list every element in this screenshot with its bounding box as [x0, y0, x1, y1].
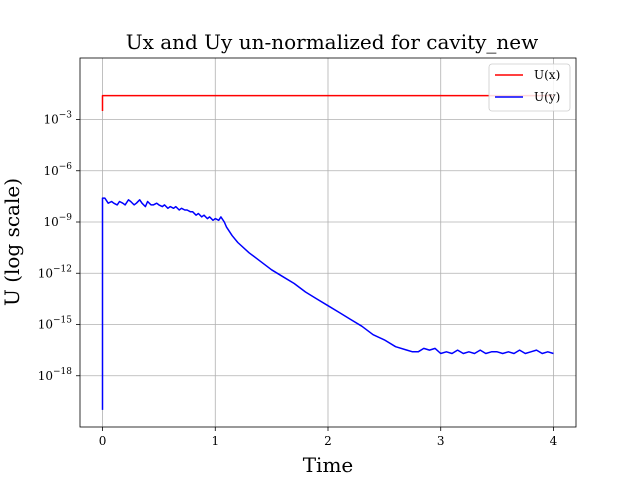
- y-tick-exponent: −15: [53, 316, 72, 326]
- y-tick-base: 10: [38, 369, 53, 383]
- y-tick-label: 10−12: [38, 264, 72, 280]
- grid: [80, 58, 576, 427]
- y-tick-exponent: −12: [53, 264, 72, 274]
- y-tick-base: 10: [43, 113, 58, 127]
- y-tick-label: 10−15: [38, 316, 73, 332]
- y-tick-label: 10−18: [38, 367, 73, 383]
- y-axis-label: U (log scale): [0, 178, 24, 306]
- y-tick-base: 10: [38, 266, 53, 280]
- chart-title: Ux and Uy un-normalized for cavity_new: [126, 30, 539, 54]
- y-tick-exponent: −6: [59, 162, 73, 172]
- y-tick-label: 10−9: [43, 213, 72, 229]
- legend-label-uy: U(y): [534, 90, 560, 104]
- x-tick-label: 2: [324, 434, 332, 448]
- x-tick-label: 0: [99, 434, 107, 448]
- series-line-uy: [101, 197, 554, 410]
- x-tick-label: 3: [437, 434, 445, 448]
- legend: U(x) U(y): [488, 63, 571, 112]
- y-tick-exponent: −3: [59, 111, 73, 121]
- x-tick-label: 4: [550, 434, 558, 448]
- y-tick-exponent: −9: [59, 213, 73, 223]
- y-tick-base: 10: [43, 215, 58, 229]
- legend-label-ux: U(x): [534, 68, 560, 82]
- y-tick-base: 10: [38, 318, 53, 332]
- y-tick-label: 10−3: [43, 111, 72, 127]
- y-tick-label: 10−6: [43, 162, 72, 178]
- x-tick-label: 1: [211, 434, 219, 448]
- plot-series: [101, 94, 554, 410]
- x-axis-label: Time: [303, 453, 354, 477]
- series-line-ux: [101, 94, 554, 111]
- y-tick-exponent: −18: [53, 367, 72, 377]
- y-tick-base: 10: [43, 164, 58, 178]
